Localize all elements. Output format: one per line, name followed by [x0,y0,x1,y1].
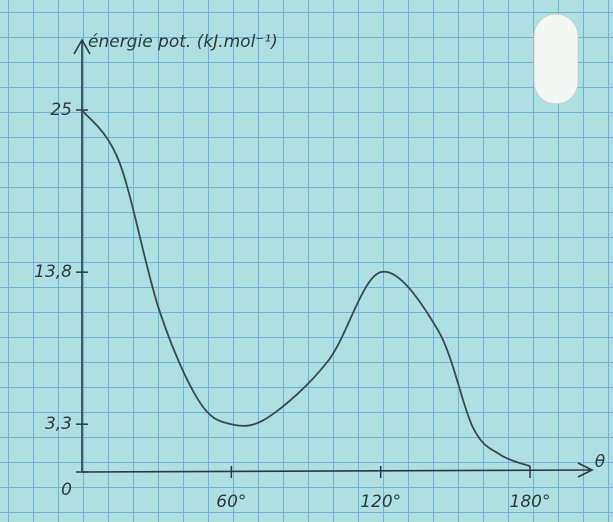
x-axis [81,469,593,473]
y-tick-label: 13,8 [34,262,72,282]
y-tick-label: 3,3 [45,414,72,434]
x-tick-label: 180° [510,492,551,512]
x-tick-label: 120° [360,492,401,512]
y-axis-label: énergie pot. (kJ.mol⁻¹) [88,32,278,52]
y-tick-label: 25 [50,100,72,120]
x-tick-label: 60° [216,492,246,512]
curve [81,109,531,468]
y-axis-arrow [73,38,91,55]
y-tick-label: 0 [61,480,72,500]
paper-hole [533,13,579,105]
x-axis-arrow [577,462,594,478]
x-axis-label: θ [595,452,606,472]
